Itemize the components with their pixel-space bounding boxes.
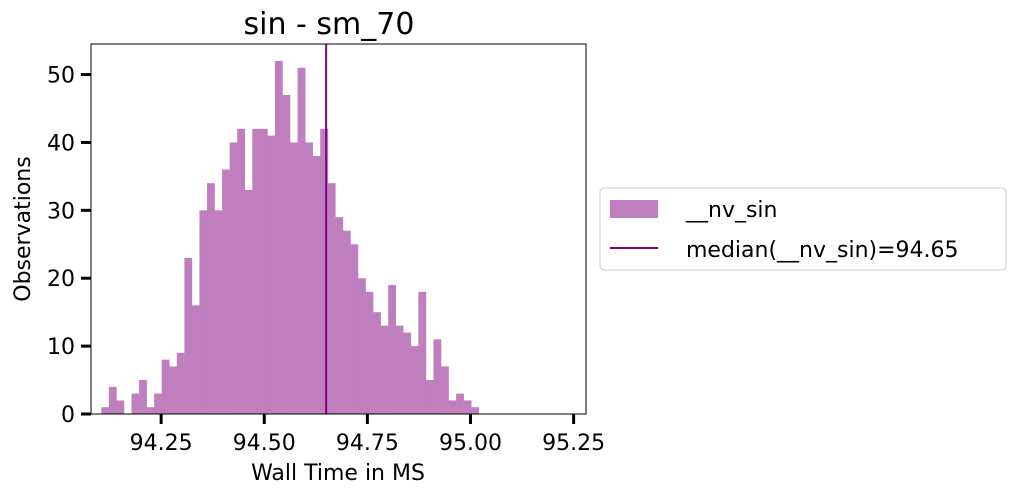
y-axis-ticks: 0 10 20 30 40 50 (47, 64, 91, 428)
histogram-bar (259, 128, 268, 415)
histogram-bar (184, 257, 193, 414)
histogram-bar (373, 312, 381, 414)
y-tick-label: 10 (47, 335, 75, 360)
histogram-bar (441, 366, 449, 414)
x-tick-label: 94.25 (130, 431, 193, 456)
histogram-bar (350, 244, 359, 414)
histogram-bar (297, 67, 306, 414)
histogram-bar (456, 393, 464, 414)
histogram-bar (380, 325, 389, 414)
x-tick-label: 95.00 (439, 431, 502, 456)
y-tick-label: 0 (61, 403, 75, 428)
histogram-bar (206, 183, 215, 414)
plot-frame (90, 43, 587, 415)
histogram-bar (327, 183, 336, 414)
histogram-bar (161, 359, 170, 414)
histogram-bar (403, 332, 412, 414)
histogram-bar (154, 393, 163, 414)
histogram-bar (199, 210, 208, 414)
histogram-bar (335, 217, 344, 414)
legend-swatch-nv-sin (610, 200, 658, 218)
histogram-bar (448, 400, 457, 414)
histogram-bar (222, 169, 230, 414)
histogram-bar (425, 380, 434, 414)
x-axis-label: Wall Time in MS (251, 461, 425, 486)
histogram-bar (191, 305, 200, 414)
histogram-bar (237, 128, 246, 415)
histogram-bar (101, 407, 110, 414)
histogram-bars (101, 60, 480, 415)
histogram-bar (342, 230, 351, 414)
histogram-bar (108, 386, 117, 414)
histogram-bar (290, 142, 298, 414)
histogram-bar (388, 285, 397, 414)
histogram-bar (139, 380, 147, 414)
histogram-bar (312, 156, 321, 414)
chart-title: sin - sm_70 (244, 7, 415, 42)
x-axis-ticks: 94.25 94.50 94.75 95.00 95.25 (130, 414, 605, 456)
histogram-bar (116, 400, 125, 414)
y-tick-label: 20 (47, 267, 75, 292)
histogram-bar (146, 407, 155, 414)
histogram-bar (410, 346, 419, 414)
histogram-bar (244, 189, 253, 414)
histogram-bar (395, 325, 404, 414)
histogram-bar (418, 291, 427, 414)
histogram-bar (214, 210, 223, 414)
histogram-bar (471, 407, 480, 414)
histogram-bar (320, 128, 329, 415)
legend-label-median: median(__nv_sin)=94.65 (686, 238, 959, 263)
y-tick-label: 30 (47, 199, 75, 224)
y-tick-label: 50 (47, 64, 75, 89)
histogram-bar (267, 135, 276, 415)
histogram-bar (463, 400, 472, 414)
x-tick-label: 94.75 (336, 431, 399, 456)
histogram-bar (169, 366, 178, 414)
histogram-bar (433, 339, 442, 414)
histogram-bar (131, 393, 140, 414)
y-axis-label: Observations (11, 156, 36, 301)
histogram-bar (365, 291, 374, 414)
y-tick-label: 40 (47, 131, 75, 156)
histogram-bar (229, 142, 238, 414)
x-tick-label: 94.50 (233, 431, 296, 456)
histogram-bar (176, 352, 185, 414)
legend-frame (599, 187, 1007, 271)
legend: __nv_sin median(__nv_sin)=94.65 (599, 187, 1007, 271)
histogram-bar (357, 278, 366, 414)
histogram-bar (274, 60, 283, 415)
legend-label-nv-sin: __nv_sin (685, 198, 777, 223)
histogram-bar (305, 142, 313, 414)
histogram-bar (282, 94, 291, 415)
x-tick-label: 95.25 (542, 431, 605, 456)
histogram-bar (252, 128, 261, 415)
